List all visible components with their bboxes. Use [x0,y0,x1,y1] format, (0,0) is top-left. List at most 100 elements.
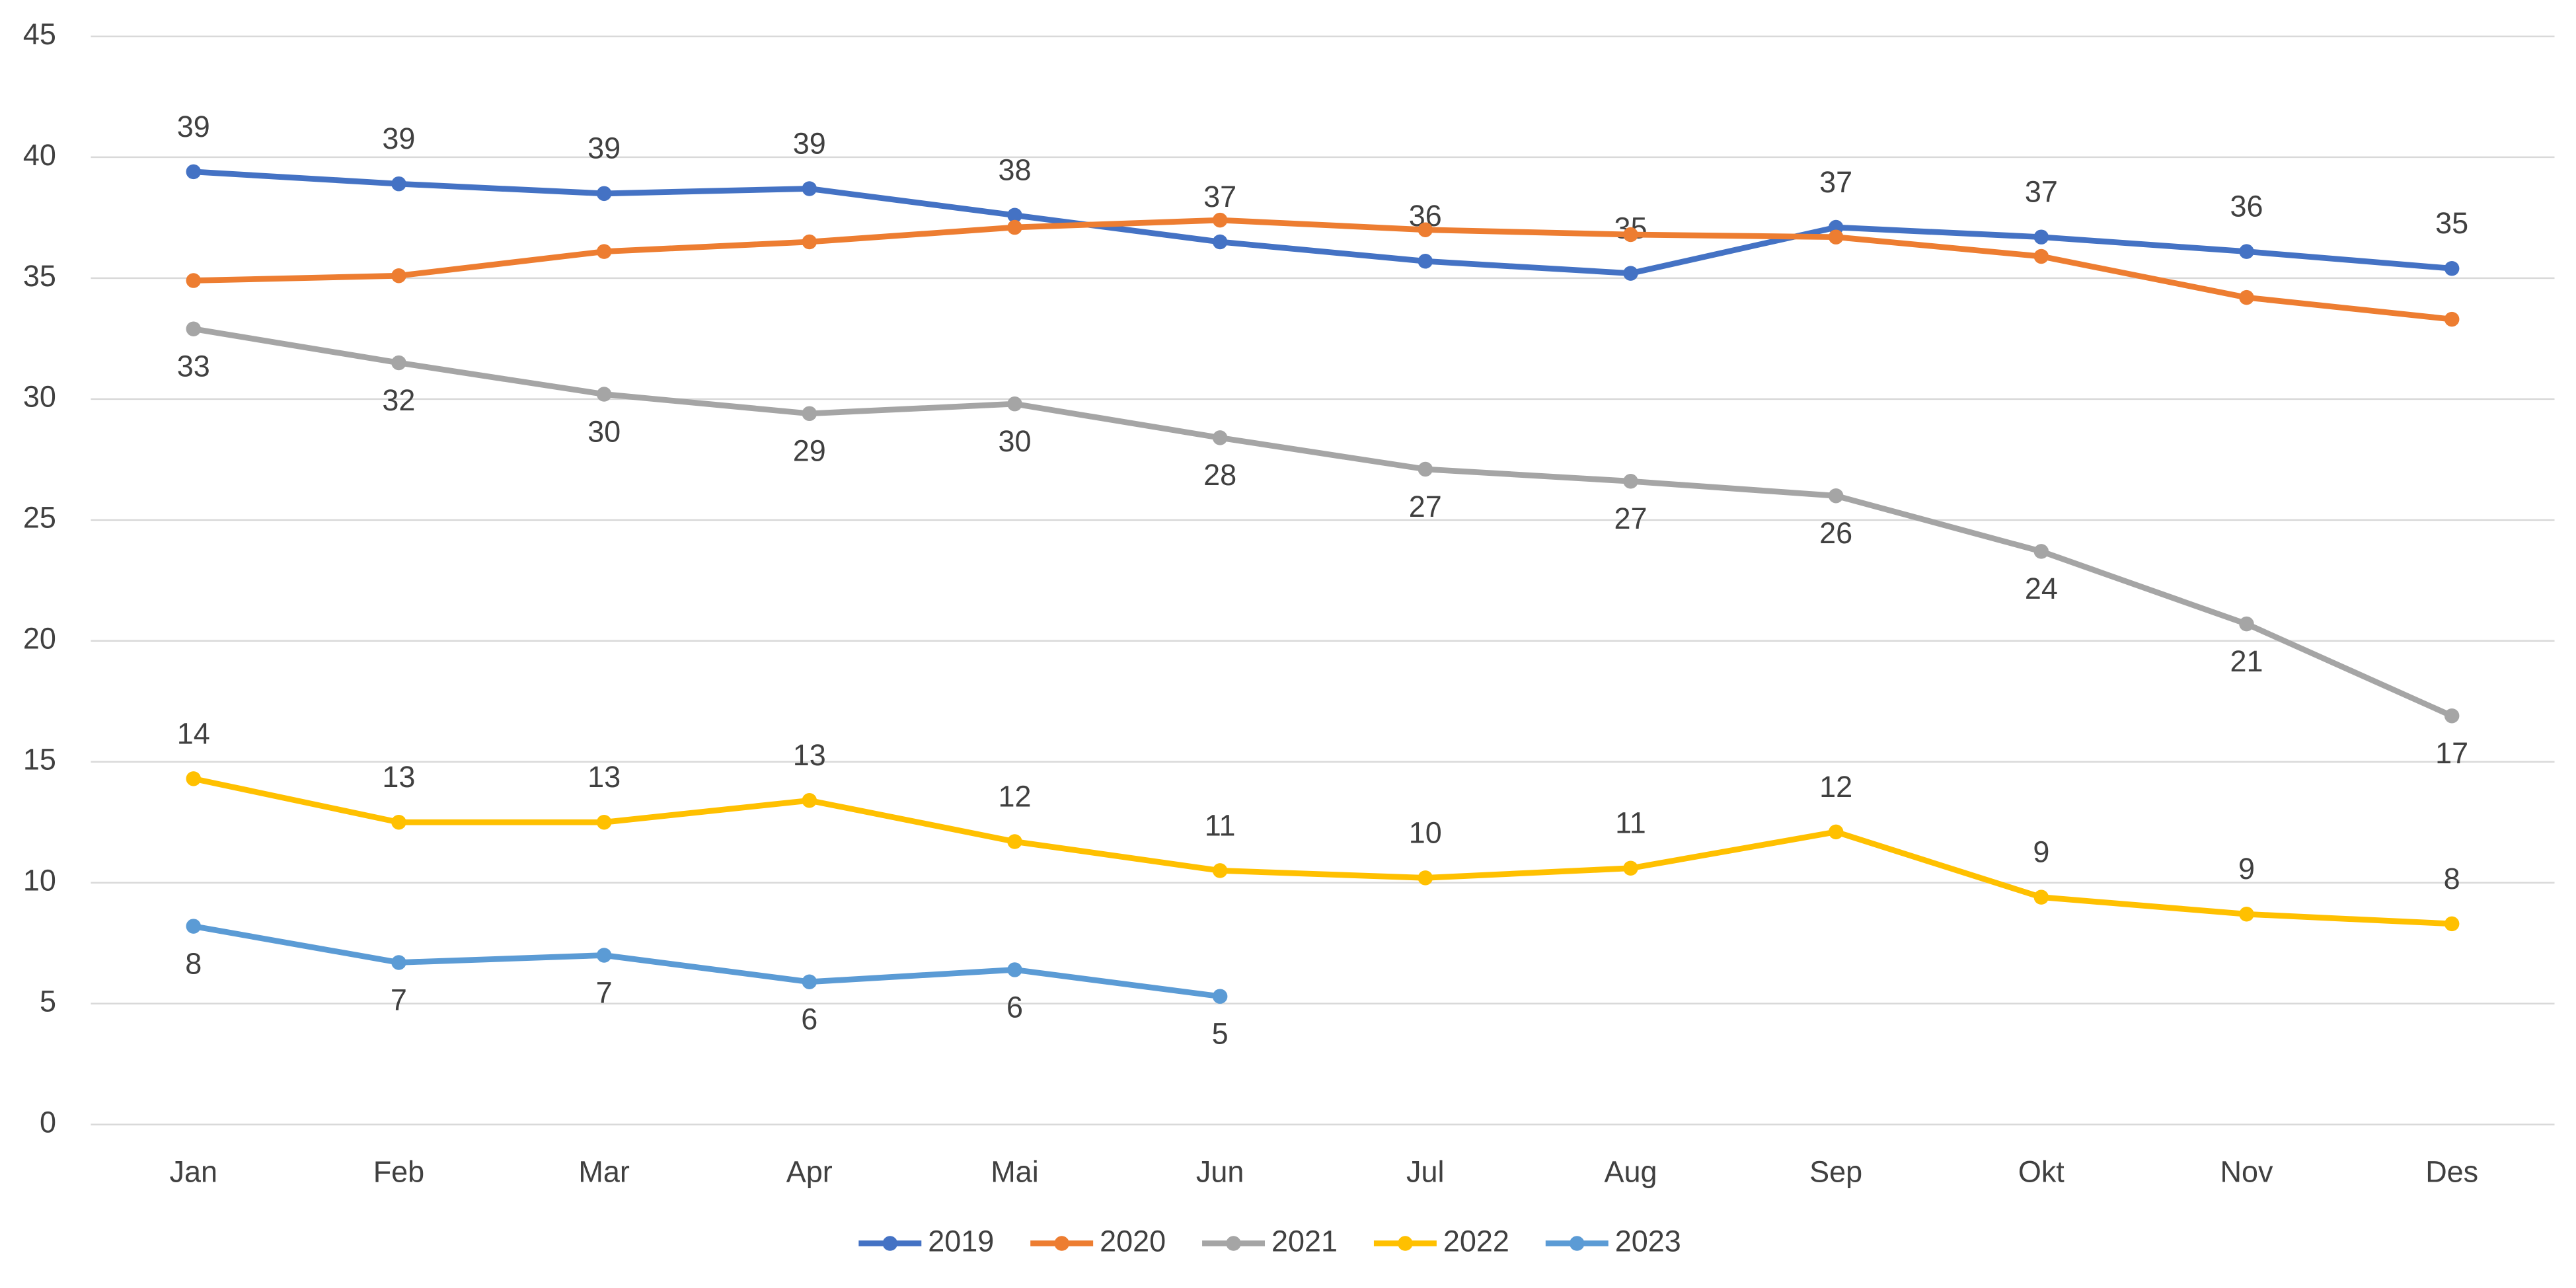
data-point [1212,430,1228,445]
data-point [1212,234,1228,250]
data-label: 13 [793,738,826,772]
data-label: 10 [1409,815,1442,849]
data-point [802,793,817,808]
data-point [391,955,406,970]
data-label: 39 [382,122,415,155]
y-tick-label: 15 [23,743,56,777]
data-label: 6 [801,1003,817,1036]
data-label: 13 [587,760,621,794]
data-label: 38 [998,153,1031,187]
data-point [391,176,406,192]
data-label: 32 [382,383,415,417]
data-label: 17 [2435,736,2468,770]
x-tick-label: Jun [1196,1155,1244,1188]
data-point [2444,261,2460,276]
data-point [802,181,817,196]
data-point [2444,916,2460,932]
data-label: 8 [185,946,202,980]
data-label: 37 [2025,175,2058,209]
y-tick-label: 40 [23,138,56,172]
data-point [186,771,202,786]
data-label: 29 [793,434,826,468]
data-point [1418,870,1433,886]
data-label: 11 [1615,806,1646,840]
data-label: 5 [1212,1017,1229,1051]
data-point [2444,708,2460,724]
y-tick-label: 25 [23,501,56,535]
data-point [2033,229,2049,245]
data-label: 6 [1006,990,1023,1024]
data-point [596,244,612,259]
data-point [1623,474,1638,489]
data-label: 33 [177,350,210,383]
data-point [2444,311,2460,327]
legend-marker [882,1236,898,1251]
legend-label: 2019 [928,1224,994,1258]
data-point [1623,860,1638,876]
data-point [2239,907,2254,922]
data-label: 11 [1205,808,1236,842]
data-point [1418,461,1433,477]
data-label: 12 [998,779,1031,813]
data-point [1212,989,1228,1004]
legend-marker [1054,1236,1069,1251]
y-tick-label: 30 [23,380,56,414]
data-point [1828,824,1844,840]
data-label: 21 [2230,644,2263,678]
x-tick-label: Okt [2018,1155,2065,1188]
data-point [596,814,612,830]
x-tick-label: Mai [991,1155,1038,1188]
series-line [193,217,2452,322]
series-line [193,326,2453,719]
data-point [2239,244,2254,259]
data-point [802,406,817,422]
x-tick-label: Apr [786,1155,833,1188]
data-label: 39 [587,132,621,165]
data-label: 30 [998,424,1031,458]
data-point [1007,219,1022,235]
x-tick-label: Mar [578,1155,629,1188]
legend-label: 2023 [1615,1224,1681,1258]
legend-label: 2020 [1100,1224,1166,1258]
data-point [2239,616,2254,632]
data-point [1418,254,1433,269]
data-label: 14 [177,716,210,750]
x-tick-label: Sep [1809,1155,1862,1188]
y-tick-label: 45 [23,17,56,51]
data-point [1418,222,1433,237]
data-label: 24 [2025,572,2058,605]
data-label: 7 [596,975,613,1009]
data-point [2033,890,2049,905]
x-tick-label: Feb [373,1155,425,1188]
data-point [186,919,202,934]
data-point [186,273,202,288]
data-label: 39 [793,126,826,160]
data-point [186,164,202,180]
data-point [1828,488,1844,504]
data-point [2033,248,2049,264]
data-point [1007,834,1022,849]
data-point [802,234,817,250]
data-point [1623,266,1638,281]
data-label: 12 [1819,770,1852,804]
x-tick-label: Jul [1406,1155,1445,1188]
data-point [596,948,612,963]
data-label: 37 [1819,165,1852,199]
data-point [2033,544,2049,559]
y-tick-label: 5 [40,985,56,1018]
data-point [1212,212,1228,228]
data-label: 36 [2230,190,2263,223]
data-label: 26 [1819,516,1852,550]
data-point [1007,396,1022,412]
series-line [193,169,2452,276]
legend-marker [1226,1236,1241,1251]
legend-label: 2021 [1271,1224,1338,1258]
data-point [391,814,406,830]
data-label: 9 [2238,852,2255,886]
data-label: 13 [382,760,415,794]
y-tick-label: 10 [23,864,56,897]
x-tick-label: Nov [2220,1155,2273,1188]
data-point [186,321,202,336]
legend-marker [1398,1236,1413,1251]
